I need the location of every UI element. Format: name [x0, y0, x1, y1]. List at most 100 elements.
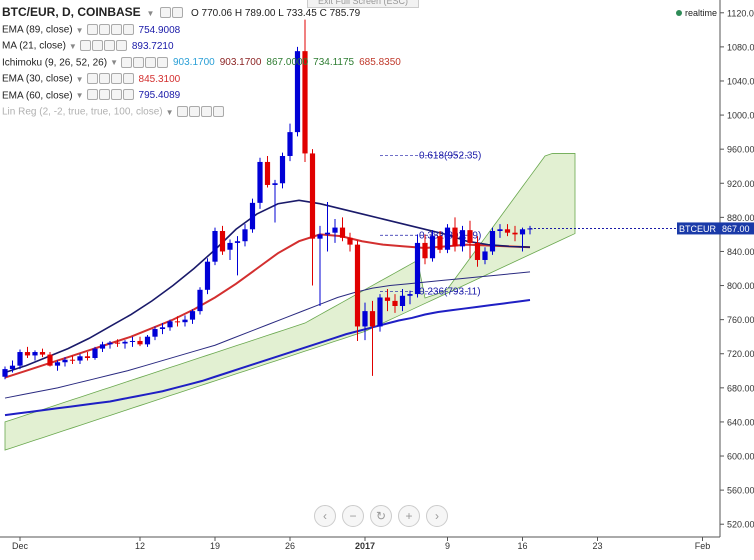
close-icon[interactable] [156, 56, 168, 68]
indicator-name[interactable]: EMA (30, close) [2, 73, 73, 85]
plus-icon[interactable] [110, 89, 122, 101]
chart-navigation: ‹ − ↻ + › [314, 505, 454, 527]
ichimoku-cloud [4, 153, 576, 451]
fib-level-label: 0.618(952.35) [419, 151, 481, 162]
y-axis-tick-label: 880.00 [727, 213, 754, 223]
indicator-name[interactable]: Ichimoku (9, 26, 52, 26) [2, 57, 108, 69]
candle-body [272, 183, 278, 185]
y-axis-tick-label: 1040.00 [727, 76, 754, 86]
y-axis-tick-label: 1120.00 [727, 8, 754, 18]
candle-body [54, 362, 61, 366]
settings-icon[interactable] [91, 40, 103, 52]
eye-icon[interactable] [120, 56, 132, 68]
eye-icon[interactable] [176, 105, 188, 117]
candle-body [182, 319, 188, 323]
chevron-down-icon[interactable]: ▼ [75, 25, 84, 35]
candle-body [294, 51, 301, 133]
candle-body [362, 311, 368, 327]
ema-89-line [4, 299, 531, 417]
eye-icon[interactable] [86, 73, 98, 85]
plus-icon[interactable]: + [398, 505, 420, 527]
candle-body [249, 202, 256, 230]
realtime-label: realtime [685, 8, 718, 18]
legend-row[interactable]: Ichimoku (9, 26, 52, 26) ▼ 903.1700 903.170… [2, 56, 406, 70]
candle-body [129, 340, 136, 342]
indicator-name[interactable]: EMA (60, close) [2, 90, 73, 102]
plus-icon[interactable] [110, 73, 122, 85]
fib-level-label: 0.382(803.99) [419, 230, 481, 241]
legend-row[interactable]: MA (21, close) ▼ 893.7210 [2, 39, 179, 53]
candle-body [392, 300, 398, 307]
close-icon[interactable] [212, 105, 224, 117]
symbol-title[interactable]: BTC/EUR, D, COINBASE [2, 5, 141, 19]
candle-body [204, 261, 211, 290]
candle-body [324, 232, 331, 235]
y-axis-tick-label: 600.00 [727, 452, 754, 462]
symbol-row: BTC/EUR, D, COINBASE ▼ O 770.06 H 789.00… [2, 5, 360, 19]
y-axis-tick-label: 1080.00 [727, 42, 754, 52]
indicator-name[interactable]: EMA (89, close) [2, 24, 73, 36]
settings-icon[interactable] [160, 7, 172, 19]
candle-body [242, 229, 248, 242]
chevron-down-icon[interactable]: ▼ [165, 107, 174, 117]
plus-icon[interactable] [110, 23, 122, 35]
y-axis-tick-label: 1000.00 [727, 111, 754, 121]
candle-body [317, 234, 323, 239]
candle-body [47, 354, 53, 366]
candle-body [452, 227, 458, 247]
candle-body [399, 295, 406, 307]
chevron-down-icon[interactable]: ▼ [68, 42, 77, 52]
indicator-value: 893.7210 [131, 41, 174, 53]
legend-row[interactable]: Lin Reg (2, -2, true, true, 100, close) ▼ [2, 105, 229, 119]
y-axis-tick-label: 640.00 [727, 417, 754, 427]
ma-21-line [4, 199, 531, 374]
candle-body [152, 329, 158, 337]
plus-icon[interactable] [200, 105, 212, 117]
ema-60-line [4, 271, 531, 399]
close-icon[interactable] [122, 89, 134, 101]
legend-row[interactable]: EMA (30, close) ▼ 845.3100 [2, 72, 185, 86]
plus-icon[interactable] [144, 56, 156, 68]
x-axis-tick-label: Dec [12, 541, 29, 551]
legend-row[interactable]: EMA (89, close) ▼ 754.9008 [2, 23, 185, 37]
exit-fullscreen-button[interactable]: Exit Full Screen (ESC) [307, 0, 419, 8]
settings-icon[interactable] [132, 56, 144, 68]
indicator-value: 867.0000 [266, 57, 309, 69]
eye-icon[interactable] [86, 23, 98, 35]
indicator-controls [120, 56, 169, 70]
indicator-name[interactable]: Lin Reg (2, -2, true, true, 100, close) [2, 106, 163, 118]
realtime-indicator: realtime [676, 8, 717, 18]
settings-icon[interactable] [98, 89, 110, 101]
settings-icon[interactable] [98, 23, 110, 35]
plus-icon[interactable] [103, 40, 115, 52]
candle-body [429, 236, 436, 259]
chevron-down-icon[interactable]: ▼ [110, 58, 118, 68]
y-axis-tick-label: 960.00 [727, 145, 754, 155]
indicator-name[interactable]: MA (21, close) [2, 41, 66, 53]
x-axis-tick-label: 12 [135, 541, 145, 551]
minus-icon[interactable]: − [342, 505, 364, 527]
chevron-down-icon[interactable]: ▼ [146, 9, 155, 18]
settings-icon[interactable] [98, 73, 110, 85]
settings-icon[interactable] [188, 105, 200, 117]
candle-body [32, 352, 38, 356]
candle-body [407, 294, 413, 296]
candle-body [39, 352, 46, 355]
candle-body [489, 230, 496, 252]
indicator-value: 903.1700 [219, 57, 262, 69]
legend-row[interactable]: EMA (60, close) ▼ 795.4089 [2, 89, 185, 103]
close-icon[interactable] [122, 73, 134, 85]
chevron-down-icon[interactable]: ▼ [75, 91, 84, 101]
indicator-controls [86, 89, 135, 103]
close-icon[interactable] [115, 40, 127, 52]
eye-icon[interactable] [86, 89, 98, 101]
scroll-right-icon[interactable]: › [426, 505, 448, 527]
x-axis-tick-label: 19 [210, 541, 220, 551]
candle-body [279, 155, 286, 184]
close-icon[interactable] [122, 23, 134, 35]
chevron-down-icon[interactable]: ▼ [75, 74, 84, 84]
zoom-out-circle-icon[interactable]: ‹ [314, 505, 336, 527]
reset-icon[interactable]: ↻ [370, 505, 392, 527]
close-icon[interactable] [172, 7, 184, 19]
eye-icon[interactable] [79, 40, 91, 52]
